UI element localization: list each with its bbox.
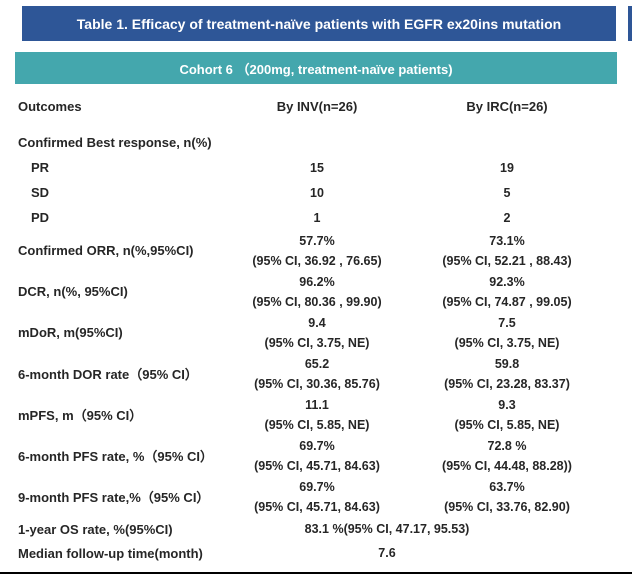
table-row: mPFS, m（95% CI） 11.1 (95% CI, 5.85, NE) 9.3…	[15, 394, 617, 435]
inv-value-cell: 69.7% (95% CI, 45.71, 84.63)	[237, 436, 397, 476]
irc-value: 63.7%	[489, 479, 525, 494]
inv-value-cell: 96.2% (95% CI, 80.36 , 99.90)	[237, 272, 397, 312]
irc-ci: (95% CI, 52.21 , 88.43)	[442, 253, 572, 268]
irc-value-cell: 9.3 (95% CI, 5.85, NE)	[397, 395, 617, 435]
irc-value-cell: 92.3% (95% CI, 74.87 , 99.05)	[397, 272, 617, 312]
column-header-outcomes: Outcomes	[18, 98, 82, 114]
row-label: 6-month PFS rate, %（95% CI）	[18, 449, 214, 464]
table-row: Median follow-up time(month) 7.6	[15, 541, 617, 565]
table-row: 1-year OS rate, %(95%CI) 83.1 %(95% CI, 4…	[15, 517, 617, 541]
row-label: Confirmed ORR, n(%,95%CI)	[18, 243, 194, 258]
irc-value: 92.3%	[489, 274, 525, 289]
inv-value: 11.1	[305, 397, 329, 412]
inv-ci: (95% CI, 45.71, 84.63)	[254, 458, 380, 473]
inv-value-cell: 11.1 (95% CI, 5.85, NE)	[237, 395, 397, 435]
row-label: Confirmed Best response, n(%)	[18, 134, 212, 150]
irc-value-cell: 59.8 (95% CI, 23.28, 83.37)	[397, 354, 617, 394]
irc-value-cell: 19	[500, 160, 514, 175]
table-row: PR 15 19	[15, 155, 617, 180]
column-header-irc: By IRC(n=26)	[466, 98, 548, 114]
inv-value: 96.2%	[299, 274, 335, 289]
table-row: 9-month PFS rate,%（95% CI） 69.7% (95% CI, …	[15, 476, 617, 517]
title-bar-fragment	[628, 6, 632, 41]
inv-ci: (95% CI, 45.71, 84.63)	[254, 499, 380, 514]
irc-ci: (95% CI, 5.85, NE)	[454, 417, 560, 432]
irc-value: 59.8	[494, 356, 520, 371]
irc-ci: (95% CI, 44.48, 88.28))	[442, 458, 572, 473]
table-header-row: Outcomes By INV(n=26) By IRC(n=26)	[15, 95, 617, 117]
inv-value-cell: 57.7% (95% CI, 36.92 , 76.65)	[237, 231, 397, 271]
row-label: PR	[31, 160, 50, 175]
row-label: SD	[31, 185, 50, 200]
table-row: Confirmed ORR, n(%,95%CI) 57.7% (95% CI, 3…	[15, 230, 617, 271]
row-label: PD	[31, 210, 50, 225]
inv-value: 9.4	[308, 315, 326, 330]
row-label: 9-month PFS rate,%（95% CI）	[18, 490, 210, 505]
row-label: 1-year OS rate, %(95%CI)	[18, 521, 173, 537]
cohort-header-label: Cohort 6 （200mg, treatment-naïve patient…	[179, 61, 453, 77]
outcomes-table: Outcomes By INV(n=26) By IRC(n=26) Confi…	[15, 95, 617, 565]
inv-value: 69.7%	[299, 438, 335, 453]
irc-ci: (95% CI, 74.87 , 99.05)	[442, 294, 572, 309]
table-row: mDoR, m(95%CI) 9.4 (95% CI, 3.75, NE) 7.5 (9…	[15, 312, 617, 353]
inv-value: 65.2	[304, 356, 330, 371]
bottom-rule	[0, 572, 632, 574]
inv-ci: (95% CI, 3.75, NE)	[264, 335, 370, 350]
inv-value: 57.7%	[299, 233, 335, 248]
irc-ci: (95% CI, 3.75, NE)	[454, 335, 560, 350]
span-value-cell: 7.6	[378, 546, 396, 560]
row-label: Median follow-up time(month)	[18, 545, 203, 561]
irc-value-cell: 72.8 % (95% CI, 44.48, 88.28))	[397, 436, 617, 476]
inv-value: 69.7%	[299, 479, 335, 494]
row-label: 6-month DOR rate（95% CI）	[18, 367, 198, 382]
inv-value-cell: 15	[310, 160, 324, 175]
row-label: mDoR, m(95%CI)	[18, 325, 123, 340]
inv-ci: (95% CI, 5.85, NE)	[264, 417, 370, 432]
inv-value-cell: 10	[310, 185, 324, 200]
row-label: mPFS, m（95% CI）	[18, 408, 143, 423]
inv-value-cell: 1	[313, 210, 321, 225]
irc-value: 9.3	[498, 397, 516, 412]
cohort-header-bar: Cohort 6 （200mg, treatment-naïve patient…	[15, 52, 617, 84]
table-row: Confirmed Best response, n(%)	[15, 129, 617, 155]
irc-value-cell: 7.5 (95% CI, 3.75, NE)	[397, 313, 617, 353]
inv-ci: (95% CI, 30.36, 85.76)	[254, 376, 380, 391]
row-label: DCR, n(%, 95%CI)	[18, 284, 128, 299]
irc-value-cell: 63.7% (95% CI, 33.76, 82.90)	[397, 477, 617, 517]
inv-ci: (95% CI, 36.92 , 76.65)	[252, 253, 382, 268]
irc-value-cell: 2	[503, 210, 511, 225]
inv-value-cell: 65.2 (95% CI, 30.36, 85.76)	[237, 354, 397, 394]
irc-ci: (95% CI, 33.76, 82.90)	[444, 499, 570, 514]
table-row: 6-month PFS rate, %（95% CI） 69.7% (95% CI,…	[15, 435, 617, 476]
irc-value-cell: 73.1% (95% CI, 52.21 , 88.43)	[397, 231, 617, 271]
table-row: 6-month DOR rate（95% CI） 65.2 (95% CI, 30.…	[15, 353, 617, 394]
column-header-inv: By INV(n=26)	[276, 98, 358, 114]
inv-ci: (95% CI, 80.36 , 99.90)	[252, 294, 382, 309]
table-title-bar: Table 1. Efficacy of treatment-naïve pat…	[22, 6, 616, 41]
table-row: SD 10 5	[15, 180, 617, 205]
irc-value: 7.5	[498, 315, 516, 330]
table-title: Table 1. Efficacy of treatment-naïve pat…	[76, 15, 562, 32]
table-row: PD 1 2	[15, 205, 617, 230]
span-value-cell: 83.1 %(95% CI, 47.17, 95.53)	[304, 522, 470, 536]
irc-value: 73.1%	[489, 233, 525, 248]
irc-ci: (95% CI, 23.28, 83.37)	[444, 376, 570, 391]
inv-value-cell: 9.4 (95% CI, 3.75, NE)	[237, 313, 397, 353]
inv-value-cell: 69.7% (95% CI, 45.71, 84.63)	[237, 477, 397, 517]
irc-value: 72.8 %	[487, 438, 527, 453]
irc-value-cell: 5	[503, 185, 511, 200]
table-row: DCR, n(%, 95%CI) 96.2% (95% CI, 80.36 , 99…	[15, 271, 617, 312]
